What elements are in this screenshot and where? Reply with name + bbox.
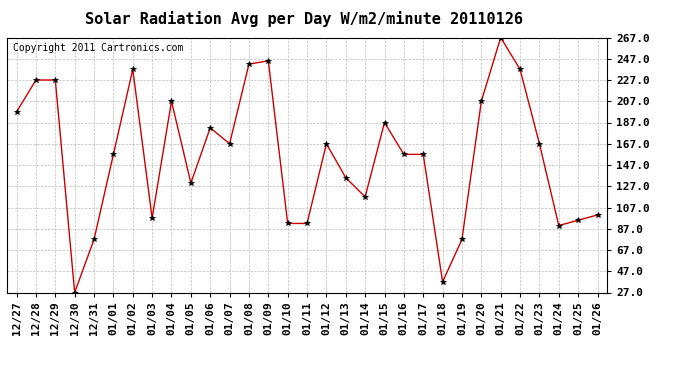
Text: Solar Radiation Avg per Day W/m2/minute 20110126: Solar Radiation Avg per Day W/m2/minute … — [85, 11, 522, 27]
Text: Copyright 2011 Cartronics.com: Copyright 2011 Cartronics.com — [13, 43, 184, 52]
